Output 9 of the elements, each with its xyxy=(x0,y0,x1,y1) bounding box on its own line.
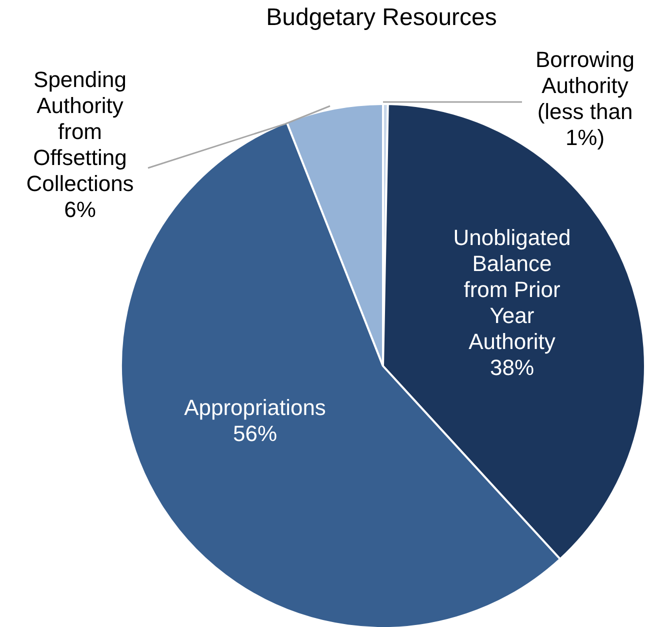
data-label: (less than 1%) xyxy=(537,99,633,150)
slice-label: Appropriations xyxy=(184,395,326,420)
data-label: 6% xyxy=(64,197,96,222)
data-label: 56% xyxy=(232,421,278,446)
data-label: 38% xyxy=(490,355,534,380)
chart-title: Budgetary Resources xyxy=(266,4,497,31)
slice-label: Spending Authority from Offsetting Collections xyxy=(26,67,134,196)
slice-label: Unobligated Balance from Prior Year Authority xyxy=(453,225,571,354)
slice-label: Borrowing Authority xyxy=(535,47,635,98)
